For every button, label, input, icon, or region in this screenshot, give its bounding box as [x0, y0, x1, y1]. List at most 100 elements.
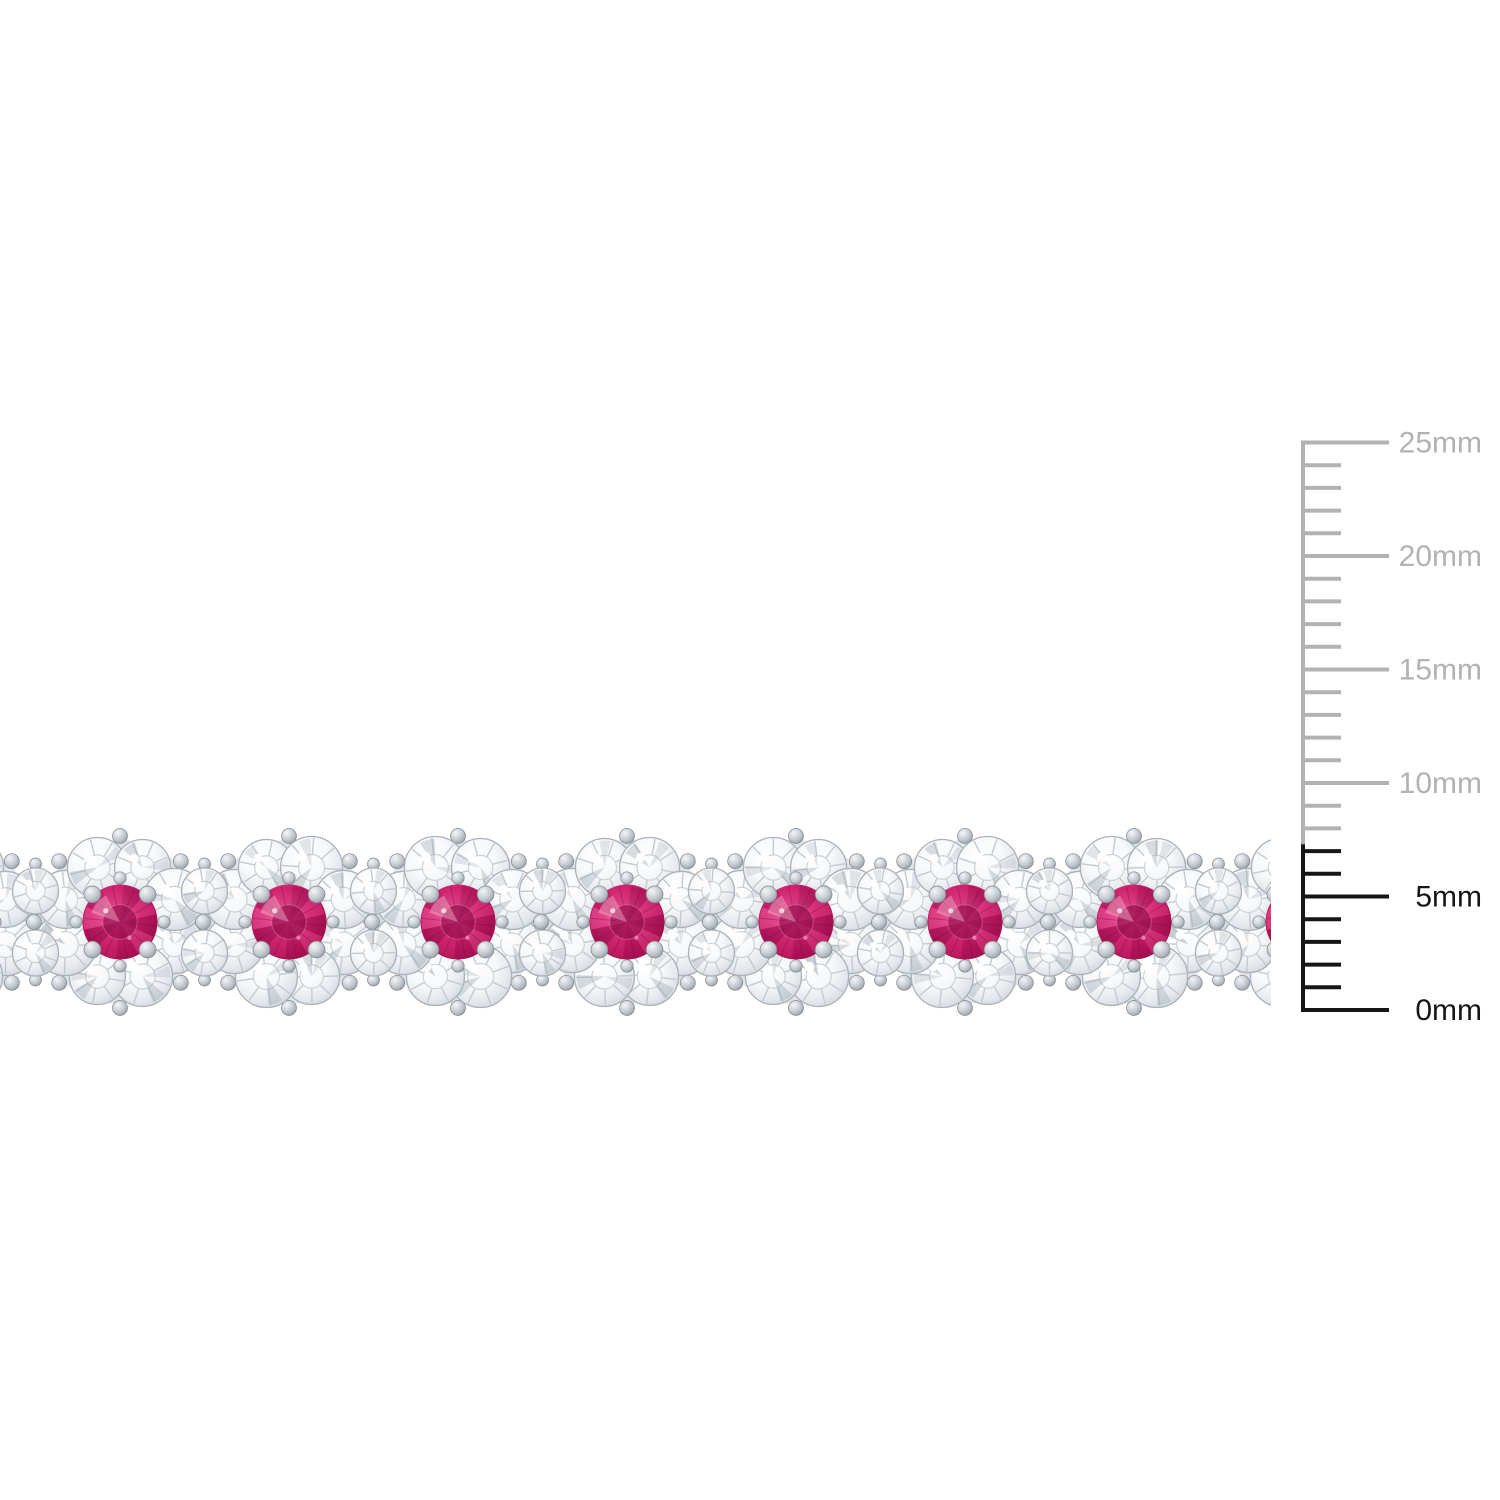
junction-stones	[11, 857, 60, 987]
white-halo-stone	[1025, 929, 1074, 977]
metal-prong-ball	[1356, 975, 1371, 990]
ruby-center-stone	[82, 884, 158, 960]
metal-prong-ball	[590, 885, 609, 904]
metal-prong-ball	[252, 940, 271, 959]
metal-prong-ball	[238, 915, 252, 929]
metal-prong-ball	[558, 853, 575, 870]
metal-prong-ball	[282, 959, 296, 973]
metal-prong-ball	[1040, 914, 1056, 930]
metal-prong-ball	[620, 959, 634, 973]
white-halo-stone	[687, 929, 736, 977]
metal-prong-ball	[510, 853, 527, 870]
ruler-label-5mm: 5mm	[1415, 881, 1482, 914]
ruby-center-stone	[1096, 884, 1172, 960]
metal-prong-ball	[83, 885, 102, 904]
white-halo-stone	[518, 867, 567, 915]
metal-prong-ball	[645, 885, 664, 904]
metal-prong-ball	[679, 853, 696, 870]
white-halo-stone	[1250, 839, 1271, 896]
metal-prong-ball	[389, 974, 406, 991]
ruler-label-20mm: 20mm	[1399, 540, 1482, 573]
metal-prong-ball	[451, 871, 465, 885]
metal-prong-ball	[112, 1000, 128, 1016]
metal-prong-ball	[983, 940, 1002, 959]
junction-stones	[180, 857, 229, 987]
metal-prong-ball	[252, 885, 271, 904]
junction-stones	[856, 857, 905, 987]
metal-prong-ball	[407, 915, 421, 929]
white-halo-stone	[1194, 867, 1243, 915]
metal-prong-ball	[1234, 974, 1251, 991]
metal-prong-ball	[833, 915, 847, 929]
white-halo-stone	[349, 929, 398, 977]
metal-prong-ball	[1186, 974, 1203, 991]
metal-prong-ball	[281, 828, 297, 844]
ruby-center-stone	[927, 884, 1003, 960]
metal-prong-ball	[759, 885, 778, 904]
metal-prong-ball	[983, 885, 1002, 904]
white-halo-stone	[66, 836, 129, 899]
metal-prong-ball	[1266, 886, 1271, 902]
metal-prong-ball	[421, 940, 440, 959]
metal-prong-ball	[69, 915, 83, 929]
metal-prong-ball	[476, 885, 495, 904]
metal-prong-ball	[814, 940, 833, 959]
metal-prong-ball	[1097, 940, 1116, 959]
metal-prong-ball	[1002, 915, 1016, 929]
metal-prong-ball	[3, 853, 20, 870]
metal-prong-ball	[727, 853, 744, 870]
ruby-center-stone	[758, 884, 834, 960]
metal-prong-ball	[1382, 915, 1397, 930]
metal-prong-ball	[113, 871, 127, 885]
metal-prong-ball	[510, 974, 527, 991]
metal-prong-ball	[788, 1000, 804, 1016]
metal-prong-ball	[645, 940, 664, 959]
metal-prong-ball	[172, 974, 189, 991]
metal-prong-ball	[1152, 940, 1171, 959]
white-halo-stone	[282, 947, 341, 1006]
white-halo-stone	[11, 867, 60, 915]
metal-prong-ball	[1065, 853, 1082, 870]
white-halo-stone	[619, 946, 680, 1007]
metal-prong-ball	[1234, 853, 1251, 870]
metal-prong-ball	[1252, 915, 1266, 929]
metal-prong-ball	[1356, 854, 1371, 869]
white-halo-stone	[787, 945, 850, 1008]
metal-prong-ball	[307, 885, 326, 904]
metal-prong-ball	[172, 853, 189, 870]
white-halo-stone	[856, 867, 905, 915]
metal-prong-ball	[51, 853, 68, 870]
metal-prong-ball	[848, 853, 865, 870]
metal-prong-ball	[957, 1000, 973, 1016]
white-halo-stone	[11, 929, 60, 977]
metal-prong-ball	[364, 914, 380, 930]
white-halo-stone	[856, 929, 905, 977]
ruler-label-0mm: 0mm	[1415, 994, 1482, 1027]
ruby-center-stone	[1265, 886, 1271, 958]
metal-prong-ball	[138, 885, 157, 904]
white-halo-stone	[349, 867, 398, 915]
metal-prong-ball	[450, 1000, 466, 1016]
metal-prong-ball	[341, 974, 358, 991]
metal-prong-ball	[421, 885, 440, 904]
flower-motif	[533, 828, 721, 1016]
white-halo-stone	[742, 836, 805, 899]
white-halo-stone	[1079, 835, 1144, 900]
metal-prong-ball	[138, 940, 157, 959]
metal-prong-ball	[814, 885, 833, 904]
metal-prong-ball	[1171, 915, 1185, 929]
metal-prong-ball	[788, 828, 804, 844]
metal-prong-ball	[620, 871, 634, 885]
metal-prong-ball	[281, 1000, 297, 1016]
metal-prong-ball	[619, 1000, 635, 1016]
metal-prong-ball	[928, 885, 947, 904]
metal-prong-ball	[664, 915, 678, 929]
metal-prong-ball	[1097, 885, 1116, 904]
metal-prong-ball	[1266, 942, 1271, 958]
white-halo-stone	[180, 929, 229, 977]
ruby-center-stone	[589, 884, 665, 960]
metal-prong-ball	[83, 940, 102, 959]
metal-prong-ball	[341, 853, 358, 870]
metal-prong-ball	[1017, 974, 1034, 991]
